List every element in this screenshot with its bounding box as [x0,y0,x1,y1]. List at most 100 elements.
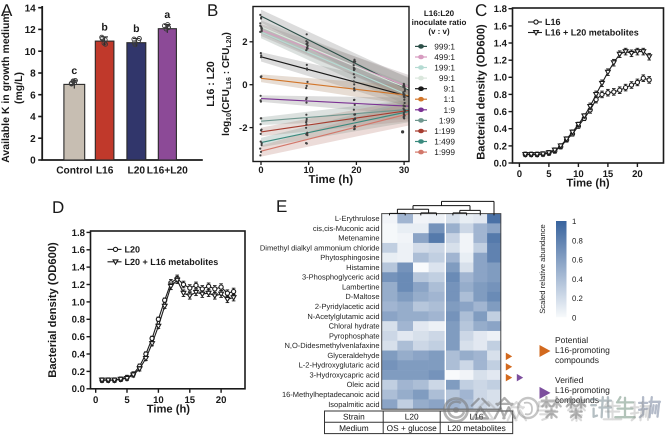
svg-text:1: 1 [572,217,576,226]
svg-text:Oleic acid: Oleic acid [347,380,380,389]
svg-text:L20 metabolites: L20 metabolites [447,423,506,433]
svg-text:16-Methylheptadecanoic acid: 16-Methylheptadecanoic acid [282,390,380,399]
svg-text:-2: -2 [239,123,247,134]
svg-text:1.0: 1.0 [494,73,507,84]
svg-text:0.8: 0.8 [494,90,508,101]
svg-text:10: 10 [304,165,314,175]
svg-text:Metenamine: Metenamine [338,234,379,243]
svg-text:1.2: 1.2 [72,280,85,291]
svg-text:E: E [276,197,287,216]
svg-text:2: 2 [30,134,36,145]
svg-text:0: 0 [93,395,98,406]
svg-text:(mg/L): (mg/L) [13,72,25,104]
svg-text:1.2: 1.2 [494,56,507,67]
svg-text:1:999: 1:999 [434,147,455,157]
svg-text:L20: L20 [405,412,419,422]
svg-text:Dimethyl dialkyl ammonium chlo: Dimethyl dialkyl ammonium chloride [260,243,380,252]
svg-text:Verified: Verified [555,375,584,385]
svg-text:compounds: compounds [555,355,599,365]
svg-text:6: 6 [30,90,36,101]
svg-text:5: 5 [124,395,130,406]
svg-text:L16 + L20 metabolites: L16 + L20 metabolites [545,28,639,38]
svg-text:12: 12 [25,25,37,36]
svg-text:0.2: 0.2 [494,141,507,152]
svg-text:99:1: 99:1 [439,73,456,83]
svg-text:Time (h): Time (h) [309,174,354,186]
svg-text:10: 10 [573,169,584,180]
svg-text:inoculate ratio: inoculate ratio [412,18,467,27]
svg-text:Glyceraldehyde: Glyceraldehyde [327,351,379,360]
svg-text:L20: L20 [125,245,141,255]
svg-text:0.2: 0.2 [572,294,583,303]
svg-text:1.4: 1.4 [494,38,508,49]
svg-text:0.4: 0.4 [494,124,508,135]
svg-text:b: b [133,23,139,35]
svg-text:3-Phosphoglyceric acid: 3-Phosphoglyceric acid [302,273,380,282]
svg-text:L16:L20: L16:L20 [424,9,455,18]
svg-text:1:499: 1:499 [434,137,455,147]
svg-text:A: A [1,1,13,20]
svg-text:14: 14 [25,3,37,14]
svg-text:L16: L16 [96,166,114,177]
svg-text:L-Erythrulose: L-Erythrulose [335,214,380,223]
svg-text:1.8: 1.8 [72,228,86,239]
svg-text:15: 15 [603,169,614,180]
svg-text:0.0: 0.0 [494,158,507,169]
svg-text:0.6: 0.6 [572,256,583,265]
svg-text:10: 10 [25,47,37,58]
svg-text:Chloral hydrate: Chloral hydrate [329,322,380,331]
svg-text:Control: Control [56,166,92,177]
svg-text:1:199: 1:199 [434,126,455,136]
svg-text:D-Maltose: D-Maltose [345,292,379,301]
svg-text:2-Pyridylacetic acid: 2-Pyridylacetic acid [315,302,380,311]
svg-text:C: C [475,1,487,20]
svg-text:Bacterial density (OD600): Bacterial density (OD600) [47,242,59,378]
svg-text:Available K in growth medium: Available K in growth medium [0,13,12,163]
svg-text:Pyrophosphate: Pyrophosphate [329,331,379,340]
svg-text:1:1: 1:1 [443,94,455,104]
svg-text:(v : v): (v : v) [428,27,450,36]
svg-text:Isopalmitic acid: Isopalmitic acid [328,400,379,409]
svg-text:0.2: 0.2 [72,367,85,378]
svg-text:L16-promoting: L16-promoting [555,385,610,395]
svg-text:0.6: 0.6 [72,332,85,343]
svg-text:Potential: Potential [555,335,588,345]
svg-text:1.4: 1.4 [72,263,86,274]
svg-text:1.0: 1.0 [72,297,85,308]
svg-text:1.6: 1.6 [72,245,85,256]
svg-text:1:9: 1:9 [443,105,455,115]
svg-text:499:1: 499:1 [434,52,455,62]
svg-text:1.6: 1.6 [494,21,507,32]
svg-text:20: 20 [216,395,227,406]
svg-text:0.4: 0.4 [572,275,584,284]
svg-text:c: c [71,65,77,77]
svg-text:B: B [207,1,218,20]
svg-text:L20 + L16 metabolites: L20 + L16 metabolites [125,257,219,267]
svg-text:0: 0 [30,156,36,167]
svg-text:0: 0 [258,165,263,175]
svg-text:Time (h): Time (h) [147,403,191,415]
svg-text:Bacterial density (OD600): Bacterial density (OD600) [476,24,488,160]
svg-text:0: 0 [242,80,247,91]
svg-text:5: 5 [546,169,552,180]
svg-text:Scaled relative abundance: Scaled relative abundance [538,224,547,314]
svg-text:L16 : L20: L16 : L20 [205,61,217,107]
svg-text:0.8: 0.8 [572,236,583,245]
svg-text:Strain: Strain [343,412,365,422]
svg-text:0: 0 [517,169,522,180]
svg-text:10: 10 [153,395,164,406]
svg-text:1:99: 1:99 [439,115,456,125]
svg-text:D: D [52,198,64,217]
svg-text:Medium: Medium [339,423,369,433]
svg-text:199:1: 199:1 [434,63,455,73]
svg-text:b: b [101,22,107,34]
svg-text:0.8: 0.8 [72,315,86,326]
svg-text:1.8: 1.8 [494,4,508,15]
svg-text:L-2-Hydroxyglutaric acid: L-2-Hydroxyglutaric acid [299,361,380,370]
svg-text:OS + glucose: OS + glucose [387,423,437,433]
svg-text:15: 15 [184,395,195,406]
svg-text:cis,cis-Muconic acid: cis,cis-Muconic acid [313,224,380,233]
svg-text:30: 30 [399,165,409,175]
svg-text:Histamine: Histamine [346,263,379,272]
svg-text:0: 0 [572,313,577,322]
